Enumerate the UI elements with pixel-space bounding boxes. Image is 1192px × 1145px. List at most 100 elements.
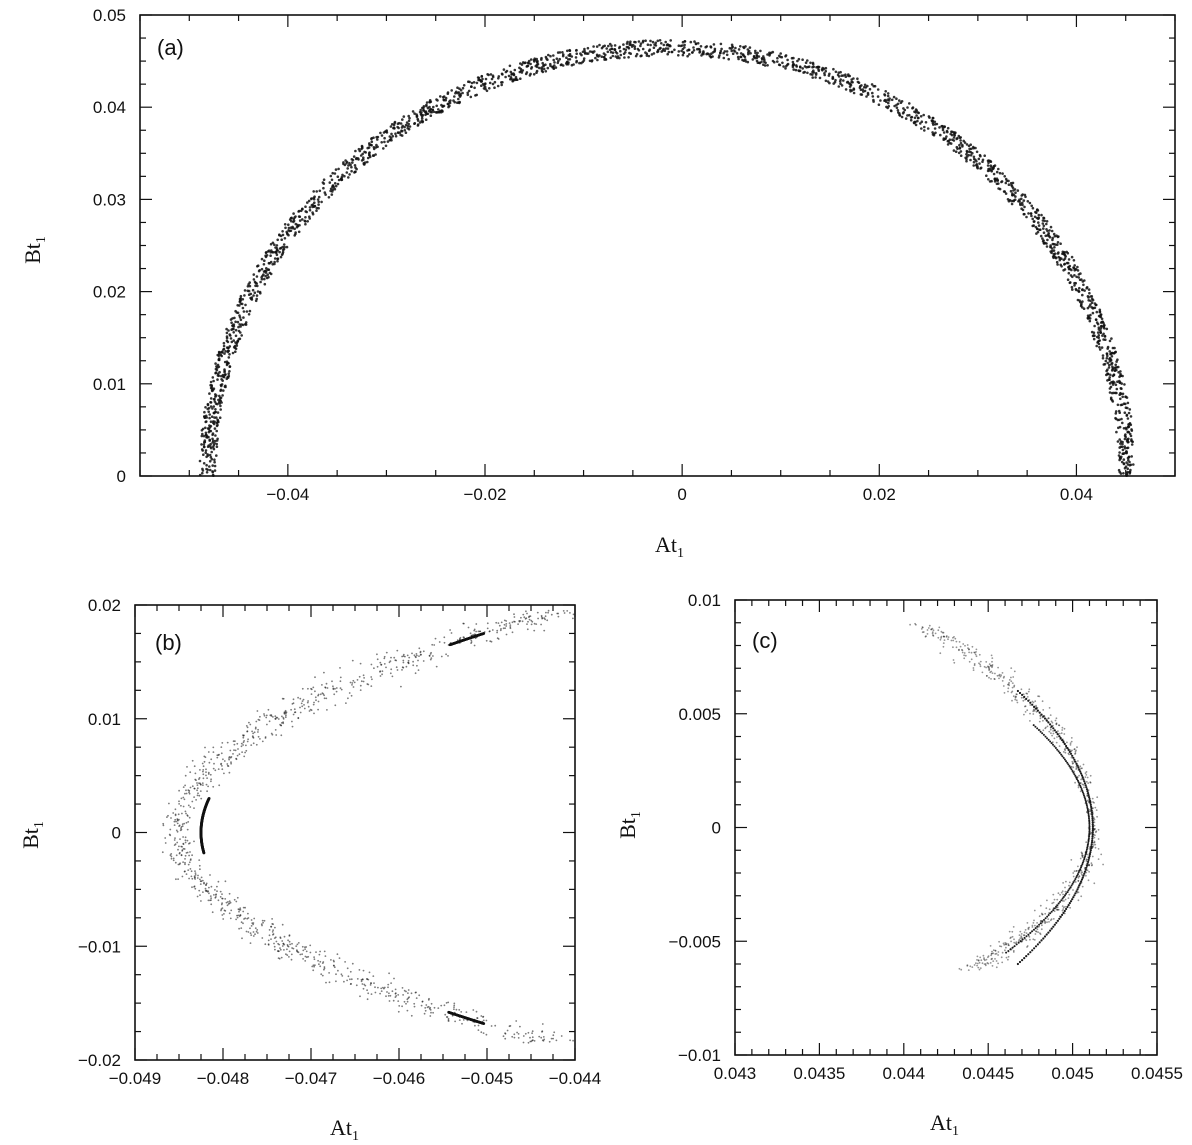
data-point bbox=[1042, 719, 1044, 722]
data-point bbox=[202, 443, 206, 446]
data-point bbox=[181, 825, 184, 827]
data-point bbox=[1082, 854, 1084, 857]
data-point bbox=[341, 975, 344, 977]
data-point bbox=[248, 721, 250, 724]
data-point bbox=[1123, 452, 1126, 455]
data-point bbox=[1088, 317, 1092, 320]
data-point bbox=[904, 117, 908, 120]
data-point bbox=[358, 149, 362, 153]
data-point bbox=[886, 98, 889, 101]
data-point bbox=[1062, 751, 1065, 753]
data-point bbox=[1085, 286, 1089, 289]
data-point bbox=[1078, 774, 1080, 777]
data-point bbox=[406, 1000, 409, 1003]
data-point bbox=[531, 1036, 534, 1039]
data-point bbox=[1075, 870, 1078, 872]
panel-c-ticks bbox=[734, 599, 1158, 1056]
data-point bbox=[1085, 874, 1087, 877]
data-point bbox=[983, 963, 986, 965]
data-point bbox=[513, 1033, 516, 1036]
data-point bbox=[1101, 334, 1104, 337]
data-point bbox=[1123, 411, 1127, 415]
data-point bbox=[1011, 699, 1013, 702]
data-point bbox=[300, 702, 303, 705]
data-point bbox=[491, 82, 495, 86]
data-point bbox=[212, 411, 216, 415]
data-point bbox=[792, 68, 795, 71]
data-point bbox=[383, 663, 386, 665]
data-point bbox=[1052, 732, 1055, 735]
data-point bbox=[376, 658, 379, 661]
data-point bbox=[374, 986, 376, 989]
data-point bbox=[291, 725, 294, 728]
data-point bbox=[1011, 193, 1014, 197]
data-point bbox=[1081, 871, 1084, 874]
data-point bbox=[369, 984, 372, 986]
data-point bbox=[453, 1008, 455, 1011]
data-point bbox=[1088, 291, 1091, 295]
data-point bbox=[281, 715, 283, 718]
data-point bbox=[600, 55, 604, 58]
data-point bbox=[1029, 712, 1031, 715]
data-point bbox=[1056, 736, 1058, 738]
data-point bbox=[1091, 829, 1094, 832]
data-point bbox=[360, 980, 363, 983]
data-point bbox=[1098, 345, 1101, 349]
data-point bbox=[546, 619, 549, 622]
data-point bbox=[208, 439, 211, 442]
data-point bbox=[210, 384, 213, 387]
data-point bbox=[1088, 856, 1091, 860]
data-point bbox=[223, 760, 226, 762]
data-point bbox=[988, 667, 990, 670]
data-point bbox=[430, 1002, 433, 1005]
data-point bbox=[1039, 920, 1042, 923]
data-point bbox=[955, 137, 958, 141]
data-point bbox=[1047, 918, 1050, 920]
data-point bbox=[317, 200, 321, 204]
data-point bbox=[470, 85, 473, 88]
data-point bbox=[281, 945, 284, 947]
data-point bbox=[647, 49, 651, 53]
data-point bbox=[762, 63, 765, 66]
data-point bbox=[213, 400, 217, 403]
data-point bbox=[274, 717, 277, 720]
data-point bbox=[1087, 837, 1090, 840]
data-point bbox=[1093, 841, 1096, 844]
data-point bbox=[972, 155, 976, 159]
data-point bbox=[928, 624, 931, 627]
data-point bbox=[267, 944, 270, 946]
data-point bbox=[988, 669, 990, 671]
data-point bbox=[383, 657, 386, 660]
data-point bbox=[1118, 456, 1122, 460]
data-point bbox=[214, 362, 217, 365]
data-point bbox=[349, 970, 352, 973]
data-point bbox=[1068, 887, 1071, 890]
data-point bbox=[1063, 900, 1065, 902]
data-point bbox=[408, 656, 411, 659]
data-point bbox=[368, 971, 371, 974]
data-point bbox=[1117, 454, 1121, 457]
data-point bbox=[550, 1037, 553, 1040]
data-point bbox=[425, 1004, 428, 1006]
data-point bbox=[234, 740, 236, 742]
data-point bbox=[795, 64, 798, 67]
data-point bbox=[246, 289, 249, 293]
data-point bbox=[263, 259, 266, 263]
data-point bbox=[926, 127, 930, 130]
data-point bbox=[986, 675, 988, 677]
data-point bbox=[237, 325, 240, 329]
data-point bbox=[533, 629, 536, 632]
data-point bbox=[480, 1015, 483, 1017]
data-point bbox=[976, 959, 978, 961]
data-point bbox=[479, 630, 482, 633]
data-point bbox=[332, 687, 335, 690]
data-point bbox=[989, 945, 992, 947]
data-point bbox=[1078, 875, 1081, 878]
data-point bbox=[1056, 235, 1060, 239]
data-point bbox=[222, 348, 225, 351]
data-point bbox=[1077, 865, 1079, 868]
data-point bbox=[224, 384, 227, 388]
data-point bbox=[449, 629, 451, 631]
data-point bbox=[1031, 217, 1034, 221]
data-point bbox=[1108, 360, 1112, 363]
